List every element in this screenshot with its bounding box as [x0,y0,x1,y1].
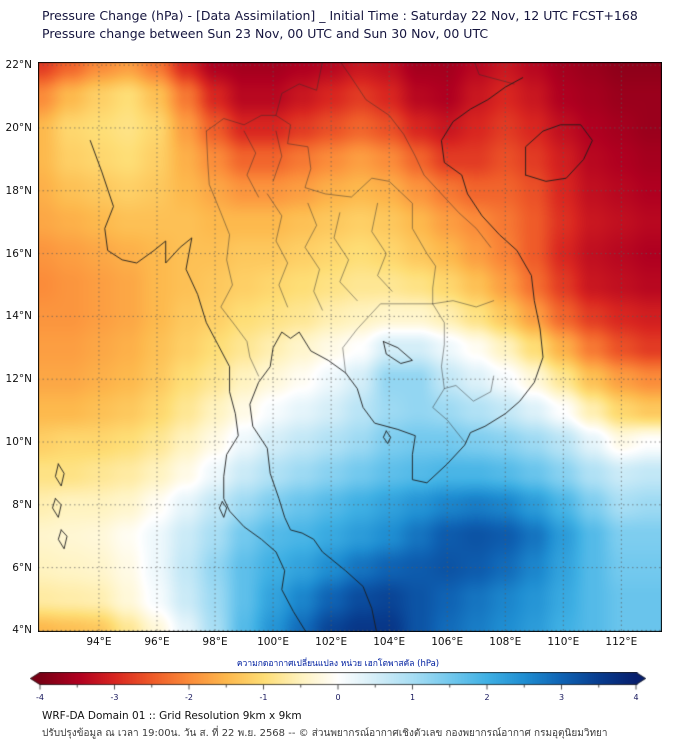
x-tick-label: 100°E [257,636,290,648]
y-tick-label: 16°N [5,247,32,260]
y-tick-label: 14°N [5,310,32,323]
colorbar-tick-label: 0 [335,693,341,702]
y-tick-label: 22°N [5,59,32,72]
footer-update-info: ปรับปรุงข้อมูล ณ เวลา 19:00น. วัน ส. ที่… [42,728,608,739]
page-title: Pressure Change (hPa) - [Data Assimilati… [42,8,638,23]
y-tick-label: 8°N [12,498,32,511]
x-tick-label: 112°E [605,636,638,648]
colorbar-tick-label: 4 [633,693,639,702]
y-tick-label: 18°N [5,184,32,197]
pressure-change-map [38,62,662,632]
y-tick-label: 20°N [5,121,32,134]
colorbar-tick-label: -4 [36,693,44,702]
colorbar-tick-label: -1 [259,693,268,702]
x-tick-label: 106°E [431,636,464,648]
colorbar-tick-label: 2 [484,693,490,702]
x-tick-label: 98°E [202,636,228,648]
map-canvas [38,62,662,632]
footer-domain-info: WRF-DA Domain 01 :: Grid Resolution 9km … [42,710,302,722]
x-tick-label: 96°E [144,636,170,648]
y-tick-label: 10°N [5,436,32,448]
colorbar-canvas [30,672,646,694]
y-tick-label: 4°N [12,624,32,637]
y-tick-label: 12°N [5,373,32,386]
colorbar-tick-label: -3 [110,693,119,702]
colorbar-tick-label: 3 [558,693,565,702]
colorbar-tick-label: 1 [409,693,416,702]
y-tick-label: 6°N [12,561,32,574]
x-tick-label: 110°E [547,636,580,648]
x-tick-label: 94°E [86,636,112,648]
x-tick-label: 104°E [373,636,406,648]
x-tick-label: 108°E [489,636,522,648]
x-axis-tick-labels: 94°E 96°E 98°E 100°E 102°E 104°E 106°E 108°E 110… [38,636,662,652]
colorbar-tick-labels: -4 -3 -2 -1 0 1 2 3 4 [30,693,646,705]
y-axis-tick-labels: 22°N 20°N 18°N 16°N 14°N 12°N 10°N 8°N 6°N 4°N [0,59,36,636]
page-subtitle: Pressure change between Sun 23 Nov, 00 U… [42,26,489,41]
x-tick-label: 102°E [315,636,348,648]
colorbar-tick-label: -2 [185,693,193,702]
colorbar [30,672,646,694]
colorbar-label: ความกดอากาศเปลี่ยนแปลง หน่วย เฮกโตพาสคัล… [236,659,440,669]
